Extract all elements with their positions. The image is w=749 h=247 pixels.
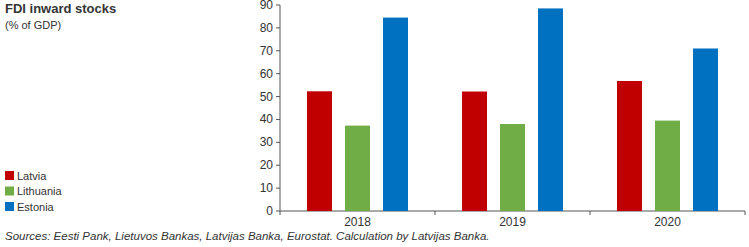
y-tick-label: 70: [260, 44, 274, 58]
x-tick: [280, 211, 281, 215]
bar: [307, 91, 332, 211]
bar: [383, 18, 408, 211]
y-tick-label: 0: [266, 204, 273, 218]
y-tick-label: 80: [260, 21, 274, 35]
x-tick: [745, 211, 746, 215]
legend-label: Latvia: [17, 170, 47, 182]
y-tick: [276, 211, 280, 212]
y-tick: [276, 165, 280, 166]
x-tick: [435, 211, 436, 215]
bar: [462, 92, 487, 211]
x-tick-label: 2019: [499, 215, 526, 229]
y-tick: [276, 73, 280, 74]
legend-swatch: [5, 202, 14, 211]
y-tick-label: 30: [260, 135, 274, 149]
bar: [693, 48, 718, 211]
y-tick-label: 10: [260, 181, 274, 195]
bar: [345, 126, 370, 211]
legend-label: Lithuania: [17, 185, 63, 197]
y-tick: [276, 5, 280, 6]
y-tick: [276, 96, 280, 97]
title: FDI inward stocks: [5, 1, 116, 16]
y-tick: [276, 50, 280, 51]
bar: [655, 121, 680, 211]
legend-label: Estonia: [17, 201, 55, 213]
bar: [538, 8, 563, 211]
legend-swatch: [5, 187, 14, 196]
y-tick: [276, 27, 280, 28]
x-tick-label: 2018: [344, 215, 371, 229]
bar: [617, 81, 642, 211]
legend-swatch: [5, 171, 14, 180]
bars: [307, 8, 718, 211]
source-note: Sources: Eesti Pank, Lietuvos Bankas, La…: [5, 230, 490, 242]
chart: FDI inward stocks (% of GDP) 0 10 20 30 40 50 60…: [0, 0, 749, 247]
y-tick-label: 90: [260, 0, 274, 12]
y-axis: [280, 5, 281, 211]
x-tick: [590, 211, 591, 215]
y-tick: [276, 188, 280, 189]
x-tick-label: 2020: [654, 215, 681, 229]
y-tick-label: 50: [260, 90, 274, 104]
y-tick-label: 60: [260, 67, 274, 81]
y-tick-label: 20: [260, 158, 274, 172]
y-tick-label: 40: [260, 112, 274, 126]
subtitle: (% of GDP): [5, 19, 61, 31]
y-tick: [276, 119, 280, 120]
y-tick: [276, 142, 280, 143]
bar: [500, 124, 525, 211]
